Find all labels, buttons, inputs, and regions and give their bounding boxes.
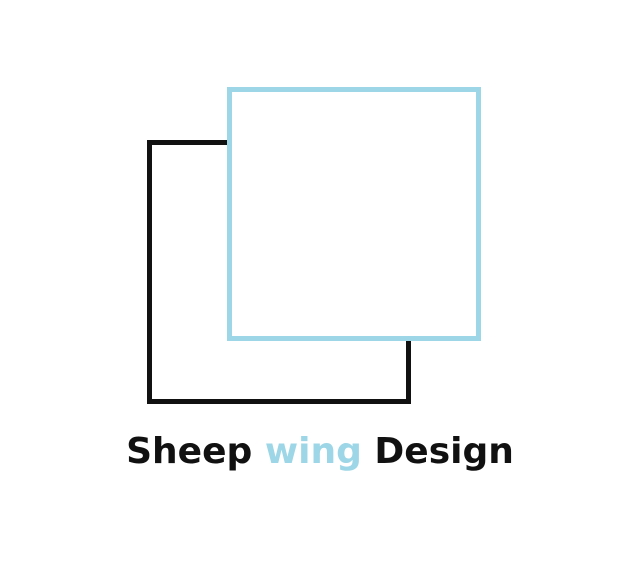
brand-word-design: Design bbox=[374, 431, 514, 472]
brand-word-sheep: Sheep bbox=[126, 431, 253, 472]
brand-word-wing: wing bbox=[264, 431, 362, 472]
front-square bbox=[227, 87, 481, 341]
brand-wordmark: Sheep wing Design bbox=[0, 428, 640, 476]
